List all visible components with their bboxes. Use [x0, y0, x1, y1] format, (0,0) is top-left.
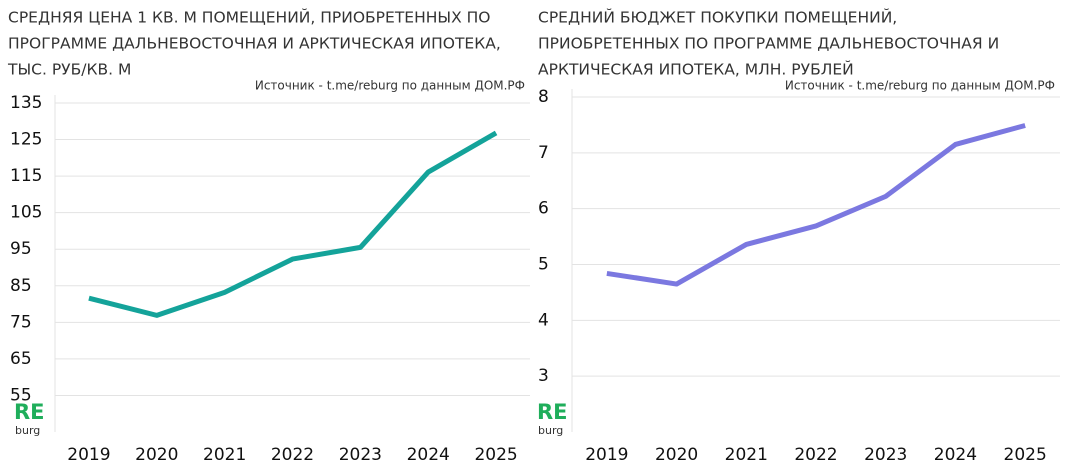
logo: RE: [537, 400, 568, 424]
x-tick-label: 2019: [585, 445, 628, 465]
data-line: [606, 123, 1026, 287]
y-tick-label: 55: [10, 385, 32, 405]
source-note: Источник - t.me/reburg по данным ДОМ.РФ: [785, 79, 1055, 93]
data-line: [88, 130, 498, 318]
y-tick-label: 4: [538, 310, 549, 330]
x-tick-label: 2025: [474, 445, 517, 465]
logo-sub: burg: [15, 424, 40, 437]
y-tick-label: 7: [538, 143, 549, 163]
y-tick-label: 115: [10, 166, 42, 186]
y-tick-label: 65: [10, 349, 32, 369]
x-tick-label: 2021: [203, 445, 246, 465]
x-tick-label: 2024: [934, 445, 977, 465]
chart-title: ТЫС. РУБ/КВ. М: [7, 61, 131, 79]
chart-title: АРКТИЧЕСКАЯ ИПОТЕКА, МЛН. РУБЛЕЙ: [538, 60, 854, 79]
x-tick-label: 2020: [655, 445, 698, 465]
x-tick-label: 2020: [135, 445, 178, 465]
y-tick-label: 3: [538, 366, 549, 386]
x-tick-label: 2022: [271, 445, 314, 465]
y-tick-label: 125: [10, 130, 42, 150]
x-tick-label: 2022: [794, 445, 837, 465]
x-tick-label: 2025: [1004, 445, 1047, 465]
y-tick-label: 95: [10, 239, 32, 259]
chart-title: ПРИОБРЕТЕННЫХ ПО ПРОГРАММЕ ДАЛЬНЕВОСТОЧН…: [538, 35, 999, 53]
x-tick-label: 2023: [339, 445, 382, 465]
chart-title: СРЕДНИЙ БЮДЖЕТ ПОКУПКИ ПОМЕЩЕНИЙ,: [538, 8, 897, 27]
y-tick-label: 85: [10, 276, 32, 296]
logo-sub: burg: [538, 424, 563, 437]
y-tick-label: 105: [10, 203, 42, 223]
chart-title: СРЕДНЯЯ ЦЕНА 1 КВ. М ПОМЕЩЕНИЙ, ПРИОБРЕТ…: [8, 8, 490, 27]
y-tick-label: 5: [538, 255, 549, 275]
y-tick-label: 6: [538, 199, 549, 219]
x-tick-label: 2023: [864, 445, 907, 465]
x-tick-label: 2021: [725, 445, 768, 465]
x-tick-label: 2024: [407, 445, 450, 465]
y-tick-label: 75: [10, 312, 32, 332]
chart-title: ПРОГРАММЕ ДАЛЬНЕВОСТОЧНАЯ И АРКТИЧЕСКАЯ …: [8, 35, 501, 53]
logo: RE: [14, 400, 45, 424]
source-note: Источник - t.me/reburg по данным ДОМ.РФ: [255, 79, 525, 93]
x-tick-label: 2019: [67, 445, 110, 465]
y-tick-label: 135: [10, 93, 42, 113]
y-tick-label: 8: [538, 87, 549, 107]
